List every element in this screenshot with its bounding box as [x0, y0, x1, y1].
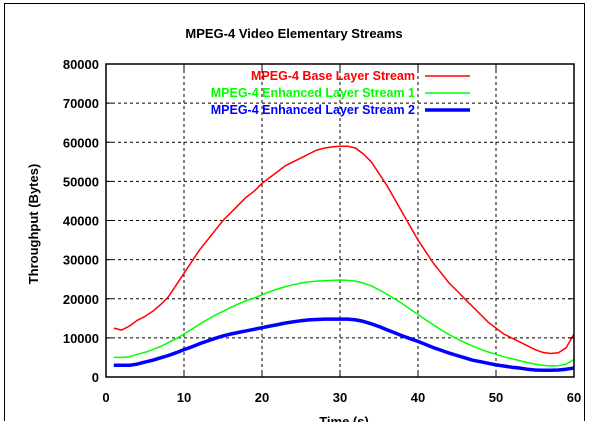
- y-tick-label: 20000: [63, 292, 99, 307]
- x-tick-label: 50: [489, 390, 503, 405]
- legend-label-2: MPEG-4 Enhanced Layer Stream 1: [211, 86, 415, 100]
- x-tick-label: 60: [567, 390, 581, 405]
- y-tick-label: 60000: [63, 135, 99, 150]
- series-line-3: [113, 317, 575, 373]
- chart-frame: MPEG-4 Video Elementary Streams Throughp…: [4, 3, 585, 422]
- tick-layer: 0 10 20 30 40 50 60 0 10000 20000 30000 40000 50000 6…: [63, 57, 581, 405]
- y-tick-label: 50000: [63, 174, 99, 189]
- legend-label-3: MPEG-4 Enhanced Layer Stream 2: [211, 103, 415, 117]
- legend-label-1: MPEG-4 Base Layer Stream: [251, 69, 415, 83]
- y-tick-label: 80000: [63, 57, 99, 72]
- y-tick-label: 40000: [63, 214, 99, 229]
- series-layer: [113, 145, 575, 373]
- x-tick-label: 10: [177, 390, 191, 405]
- y-tick-label: 70000: [63, 96, 99, 111]
- series-line-2: [113, 279, 575, 367]
- x-tick-label: 20: [255, 390, 269, 405]
- y-tick-label: 0: [92, 370, 99, 385]
- x-tick-label: 0: [102, 390, 109, 405]
- y-tick-label: 30000: [63, 253, 99, 268]
- chart-title: MPEG-4 Video Elementary Streams: [185, 26, 402, 41]
- series-line-1: [113, 145, 575, 355]
- grid-layer: [106, 64, 574, 377]
- chart-svg: MPEG-4 Video Elementary Streams Throughp…: [26, 26, 581, 422]
- x-tick-label: 30: [333, 390, 347, 405]
- y-axis-label: Throughput (Bytes): [26, 164, 41, 285]
- x-tick-label: 40: [411, 390, 425, 405]
- legend: MPEG-4 Base Layer Stream MPEG-4 Enhanced …: [211, 69, 470, 117]
- x-axis-label: Time (s): [319, 414, 369, 422]
- y-tick-label: 10000: [63, 331, 99, 346]
